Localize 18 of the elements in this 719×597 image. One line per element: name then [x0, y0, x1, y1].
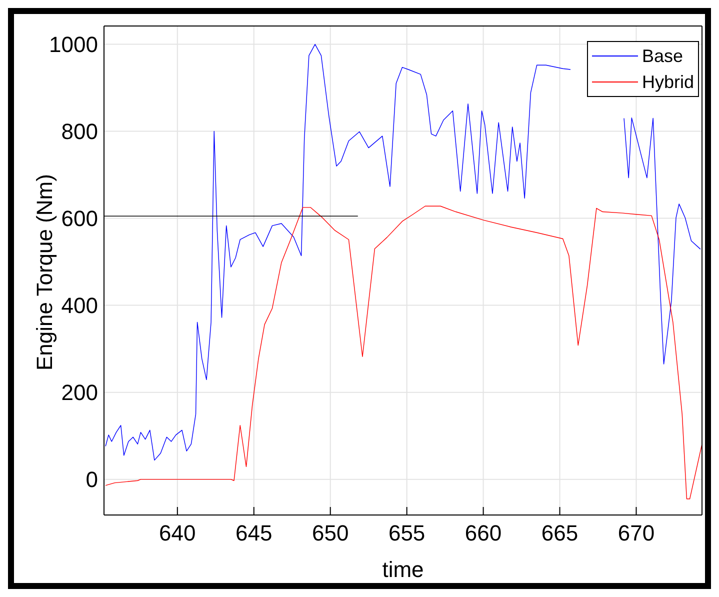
y-tick-label: 400	[61, 293, 98, 318]
x-tick-label: 660	[464, 520, 502, 546]
x-tick-label: 650	[312, 520, 349, 546]
y-tick-label: 1000	[49, 32, 98, 58]
legend-label: Base	[642, 45, 684, 68]
x-tick-label: 665	[541, 520, 578, 546]
x-tick-label: 640	[159, 520, 196, 546]
legend-label: Hybrid	[642, 71, 694, 94]
y-tick-label: 0	[86, 467, 98, 492]
x-tick-label: 645	[236, 520, 272, 546]
y-tick-label: 800	[61, 119, 98, 144]
x-tick-label: 655	[388, 520, 426, 546]
line-series	[105, 206, 702, 500]
y-tick-label: 200	[61, 380, 98, 406]
x-axis-title: time	[382, 557, 424, 582]
y-tick-label: 600	[61, 206, 98, 232]
y-axis-title: Engine Torque (Nm)	[32, 174, 57, 370]
x-tick-label: 670	[618, 520, 655, 546]
